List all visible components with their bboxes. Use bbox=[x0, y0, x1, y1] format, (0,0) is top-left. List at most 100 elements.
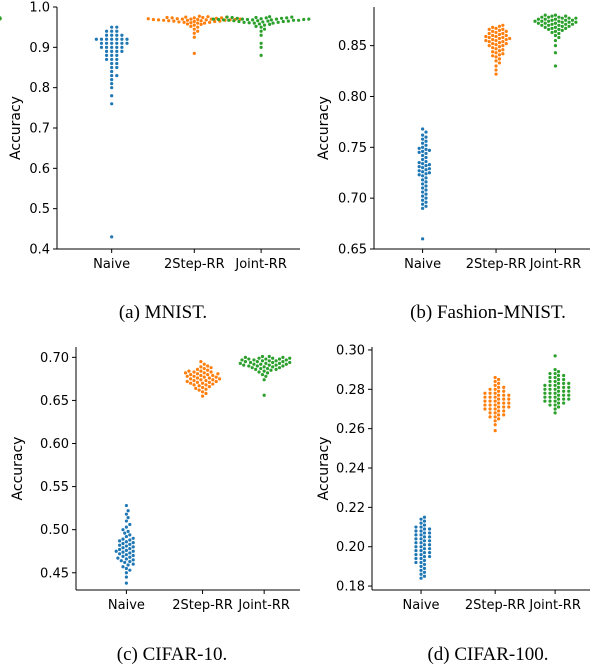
data-point bbox=[491, 42, 495, 46]
data-point bbox=[502, 385, 506, 389]
data-point bbox=[265, 371, 270, 375]
data-point bbox=[483, 395, 487, 399]
data-point bbox=[281, 355, 285, 359]
data-point bbox=[488, 411, 492, 415]
data-point bbox=[417, 146, 421, 150]
data-point bbox=[502, 405, 506, 409]
data-point bbox=[483, 407, 487, 411]
data-point bbox=[202, 21, 207, 25]
data-point bbox=[274, 367, 278, 371]
data-point bbox=[250, 366, 254, 370]
data-point bbox=[419, 568, 423, 572]
data-point bbox=[196, 25, 200, 29]
data-point bbox=[417, 173, 421, 177]
data-point bbox=[222, 18, 226, 22]
data-point bbox=[115, 73, 119, 78]
data-point bbox=[125, 41, 129, 45]
data-point bbox=[110, 235, 114, 239]
data-point bbox=[562, 373, 566, 378]
data-point bbox=[496, 381, 501, 385]
data-point bbox=[497, 53, 502, 57]
data-point bbox=[419, 549, 423, 553]
data-point bbox=[419, 576, 423, 580]
data-point bbox=[543, 395, 547, 399]
y-axis-label: Accuracy bbox=[8, 96, 24, 160]
data-point bbox=[414, 556, 418, 561]
data-point bbox=[115, 37, 119, 41]
x-tick-label: Naive bbox=[108, 598, 145, 613]
data-point bbox=[548, 375, 552, 380]
data-point bbox=[491, 33, 495, 38]
data-point bbox=[553, 64, 558, 68]
data-point bbox=[504, 29, 508, 33]
data-point bbox=[487, 31, 491, 36]
data-point bbox=[427, 148, 432, 152]
data-point bbox=[493, 403, 497, 407]
data-point bbox=[494, 51, 498, 55]
data-point bbox=[206, 368, 210, 372]
data-point bbox=[110, 65, 114, 70]
data-point bbox=[567, 385, 571, 389]
data-point bbox=[115, 29, 119, 33]
data-point bbox=[281, 364, 285, 368]
data-point bbox=[288, 360, 292, 365]
data-point bbox=[192, 35, 196, 39]
data-point bbox=[417, 150, 421, 154]
data-point bbox=[548, 395, 552, 399]
data-point bbox=[277, 366, 282, 370]
data-point bbox=[281, 19, 285, 24]
data-point bbox=[197, 388, 201, 392]
data-point bbox=[117, 547, 122, 552]
data-point bbox=[124, 553, 128, 557]
data-point bbox=[264, 357, 268, 361]
data-point bbox=[110, 41, 114, 45]
x-tick-label: Joint-RR bbox=[237, 598, 290, 613]
data-point bbox=[421, 153, 425, 158]
data-point bbox=[419, 537, 423, 541]
data-point bbox=[261, 20, 265, 24]
data-point bbox=[128, 551, 132, 555]
data-point bbox=[128, 547, 132, 551]
data-point bbox=[427, 539, 432, 543]
data-point bbox=[192, 374, 196, 378]
data-point bbox=[259, 29, 263, 33]
data-point bbox=[421, 127, 425, 131]
data-point bbox=[427, 531, 432, 535]
data-point bbox=[274, 17, 279, 21]
data-point bbox=[422, 574, 427, 578]
data-point bbox=[493, 407, 497, 411]
data-point bbox=[131, 562, 135, 566]
data-point bbox=[419, 564, 423, 568]
data-point bbox=[196, 29, 200, 33]
data-point bbox=[419, 572, 423, 576]
data-point bbox=[421, 149, 425, 153]
data-point bbox=[200, 385, 205, 390]
data-point bbox=[115, 57, 119, 62]
data-point bbox=[110, 33, 114, 37]
data-point bbox=[114, 549, 118, 553]
data-point bbox=[115, 49, 119, 53]
data-point bbox=[504, 37, 508, 42]
data-point bbox=[496, 413, 501, 417]
data-point bbox=[104, 29, 109, 33]
data-point bbox=[496, 377, 501, 382]
data-point bbox=[208, 20, 212, 24]
y-tick-label: 0.22 bbox=[336, 501, 365, 516]
data-point bbox=[259, 41, 263, 45]
data-point bbox=[543, 399, 547, 403]
data-point bbox=[567, 24, 571, 28]
data-point bbox=[121, 528, 125, 532]
data-point bbox=[562, 401, 566, 405]
data-point bbox=[200, 394, 205, 398]
data-point bbox=[266, 19, 270, 23]
data-point bbox=[254, 367, 258, 371]
data-point bbox=[419, 556, 423, 561]
data-point bbox=[209, 370, 213, 374]
data-point bbox=[189, 17, 193, 21]
data-point bbox=[483, 399, 487, 403]
data-point bbox=[497, 32, 502, 37]
data-point bbox=[235, 16, 239, 20]
data-point bbox=[421, 157, 425, 162]
data-point bbox=[202, 362, 206, 366]
data-point bbox=[213, 19, 217, 24]
